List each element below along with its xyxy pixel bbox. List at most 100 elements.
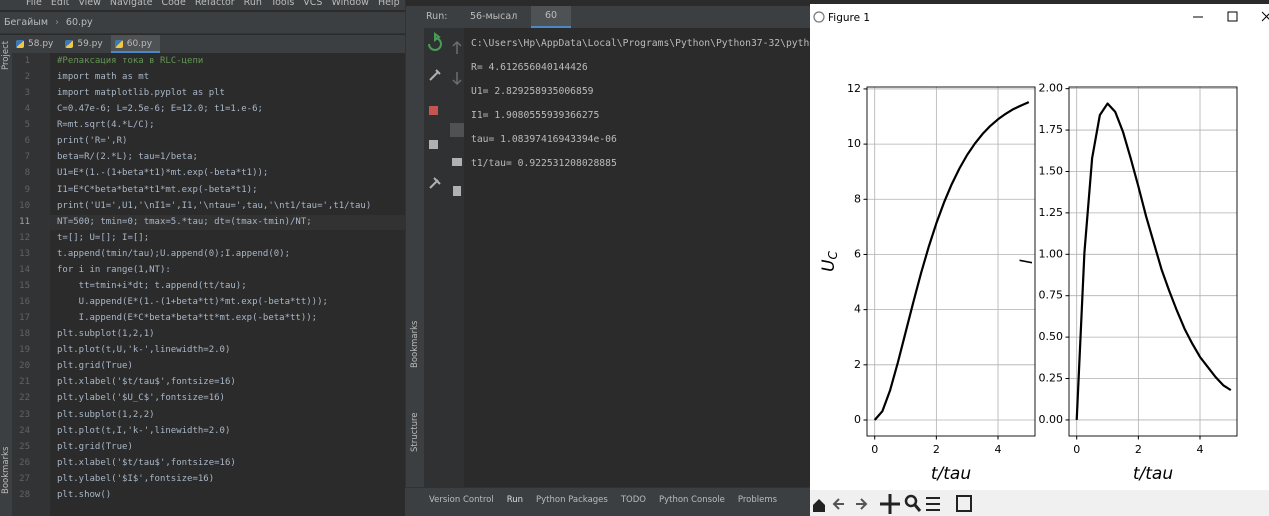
editor-tab[interactable]: 58.py <box>12 35 61 53</box>
settings-icon[interactable] <box>429 69 441 81</box>
output-line: t1/tau= 0.922531208028885 <box>471 158 617 169</box>
print-icon[interactable] <box>452 158 462 166</box>
code-line: print('U1=',U1,'\nI1=',I1,'\ntau=',tau,'… <box>57 200 372 211</box>
line-number: 22 <box>19 393 30 404</box>
line-number: 2 <box>24 72 30 83</box>
output-line: tau= 1.08397416943394e-06 <box>471 134 617 145</box>
y-tick-label: 4 <box>854 303 861 316</box>
menu-bar: File Edit View Navigate Code Refactor Run Tools… <box>0 0 405 10</box>
tool-window-button[interactable]: TODO <box>620 495 646 505</box>
y-tick-label: 2.00 <box>1039 82 1064 95</box>
window-title: Figure 1 <box>828 12 870 24</box>
y-tick-label: 0.25 <box>1039 372 1064 385</box>
rerun-icon[interactable] <box>428 32 442 51</box>
current-line <box>50 214 405 230</box>
tool-window-button[interactable]: Version Control <box>429 495 494 505</box>
code-line: plt.xlabel('$t/tau$',fontsize=16) <box>57 457 236 468</box>
run-tab[interactable]: 56-мысал <box>470 11 518 22</box>
y-tick-label: 1.25 <box>1039 206 1064 219</box>
line-number: 23 <box>19 409 30 420</box>
menu-item[interactable]: Navigate <box>109 0 153 8</box>
run-panel: Run: 56-мысал 60 Bookmarks Structure C:\… <box>405 0 811 516</box>
menu-item[interactable]: VCS <box>303 0 323 8</box>
up-icon[interactable] <box>452 40 462 54</box>
y-tick-label: 0.00 <box>1039 413 1064 426</box>
code-line: plt.xlabel('$t/tau$',fontsize=16) <box>57 377 236 388</box>
back-button[interactable] <box>832 498 844 510</box>
tool-window-button[interactable]: Python Packages <box>536 495 608 505</box>
breadcrumb-file[interactable]: 60.py <box>65 17 93 28</box>
line-number: 3 <box>24 88 30 99</box>
breadcrumb-separator: › <box>55 17 59 28</box>
tool-window-button[interactable]: Run <box>506 495 523 505</box>
figure-toolbar <box>810 490 1269 516</box>
configure-button[interactable] <box>926 497 940 511</box>
code-editor: 1 #Релаксация тока в RLC-цепи 2 import math… <box>0 53 405 516</box>
line-number: 24 <box>19 425 30 436</box>
close-button[interactable] <box>1261 11 1269 22</box>
tool-window-button[interactable]: Python Console <box>658 495 725 505</box>
menu-item[interactable]: View <box>78 0 101 8</box>
forward-button[interactable] <box>856 498 868 510</box>
breadcrumb: Бегайым › 60.py <box>0 12 405 34</box>
y-tick-label: 1.50 <box>1039 164 1064 177</box>
y-axis-label-main: I <box>1017 259 1037 264</box>
wrap-toggle[interactable] <box>450 123 464 137</box>
tool-window-button[interactable]: Problems <box>737 495 778 505</box>
menu-item[interactable]: Window <box>331 0 369 8</box>
y-axis-label-subscript: C <box>826 250 840 259</box>
x-tick-label: 4 <box>995 443 1002 456</box>
x-axis-label: t/tau <box>931 464 971 484</box>
clear-icon[interactable] <box>453 186 461 196</box>
code-line: I1=E*C*beta*beta*t1*mt.exp(-beta*t1); <box>57 184 258 195</box>
menu-item[interactable]: File <box>26 0 42 8</box>
menu-item[interactable]: Refactor <box>194 0 235 8</box>
output-line: U1= 2.829258935006859 <box>471 86 594 97</box>
layout-icon[interactable] <box>429 140 438 149</box>
editor-tab[interactable]: 60.py <box>110 35 161 53</box>
line-number: 28 <box>19 489 30 500</box>
line-number: 6 <box>24 136 30 147</box>
breadcrumb-project[interactable]: Бегайым <box>4 17 49 28</box>
save-button[interactable] <box>956 495 972 512</box>
pan-button[interactable] <box>880 494 900 514</box>
output-line: I1= 1.9080555939366275 <box>471 110 600 121</box>
line-number: 26 <box>19 457 30 468</box>
menu-item[interactable]: Run <box>243 0 262 8</box>
axes-frame <box>1068 86 1238 437</box>
line-number: 21 <box>19 377 30 388</box>
window-icon <box>813 11 825 23</box>
maximize-button[interactable] <box>1227 11 1238 22</box>
line-number: 11 <box>19 216 30 227</box>
code-line: import math as mt <box>57 72 150 83</box>
y-tick-label: 1.75 <box>1039 123 1064 136</box>
line-number: 19 <box>19 345 30 356</box>
line-number: 27 <box>19 473 30 484</box>
line-number: 7 <box>24 152 30 163</box>
menu-item[interactable]: Code <box>161 0 186 8</box>
menu-item[interactable]: Edit <box>50 0 70 8</box>
stop-icon[interactable] <box>429 106 438 115</box>
down-icon[interactable] <box>452 72 462 86</box>
zoom-handle <box>913 504 922 512</box>
line-number: 14 <box>19 264 30 275</box>
pin-icon[interactable] <box>429 177 441 189</box>
code-line: plt.plot(t,I,'k-',linewidth=2.0) <box>57 425 231 436</box>
output-line: R= 4.612656040144426 <box>471 62 588 73</box>
home-button[interactable] <box>813 499 825 512</box>
code-line: #Релаксация тока в RLC-цепи <box>57 56 204 66</box>
x-tick-label: 4 <box>1197 443 1204 456</box>
menu-item[interactable]: Tools <box>270 0 295 8</box>
y-tick-label: 10 <box>847 137 861 150</box>
y-tick-label: 12 <box>847 82 861 95</box>
code-line: import matplotlib.pyplot as plt <box>57 88 225 99</box>
code-line: plt.grid(True) <box>57 441 133 452</box>
menu-item[interactable]: Help <box>377 0 400 8</box>
gutter <box>12 53 50 516</box>
zoom-button[interactable] <box>904 494 918 508</box>
run-tab-active[interactable]: 60 <box>531 6 572 28</box>
x-tick-label: 2 <box>933 443 940 456</box>
y-tick-label: 6 <box>854 247 861 260</box>
editor-tab[interactable]: 59.py <box>61 35 110 53</box>
